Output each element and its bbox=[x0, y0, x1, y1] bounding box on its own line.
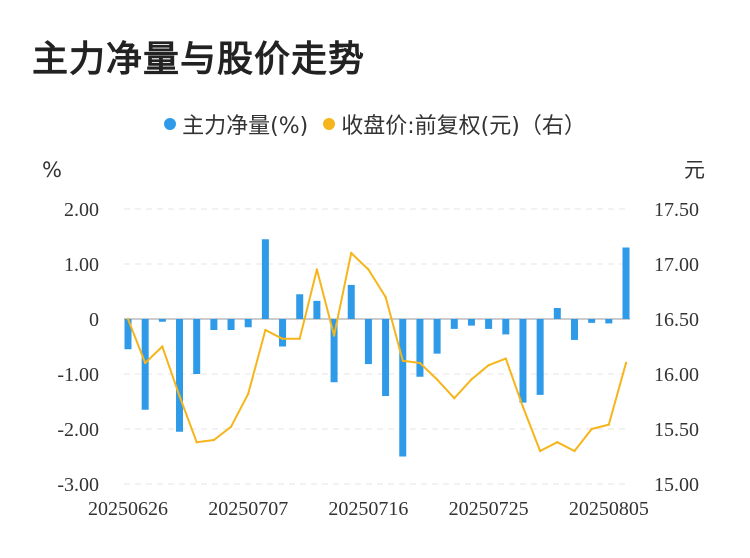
bar[interactable] bbox=[502, 319, 510, 335]
price-point bbox=[350, 251, 353, 255]
bar[interactable] bbox=[450, 319, 458, 329]
bar[interactable] bbox=[622, 247, 630, 320]
price-point bbox=[470, 378, 473, 381]
price-point bbox=[453, 397, 456, 400]
price-point bbox=[264, 328, 267, 332]
legend-label-close-price: 收盘价:前复权(元)（右） bbox=[341, 114, 586, 139]
legend: 主力净量(%) 收盘价:前复权(元)（右） bbox=[0, 108, 750, 140]
left-tick-label: 0 bbox=[89, 309, 99, 331]
x-tick-label: 20250707 bbox=[208, 498, 288, 520]
left-axis-unit: % bbox=[42, 158, 62, 182]
left-tick-label: -2.00 bbox=[57, 419, 99, 441]
price-point bbox=[281, 337, 284, 340]
price-point bbox=[573, 449, 576, 453]
price-point bbox=[538, 449, 542, 453]
bar[interactable] bbox=[210, 319, 218, 330]
left-tick-label: 1.00 bbox=[64, 254, 99, 276]
bar[interactable] bbox=[279, 319, 287, 347]
price-point bbox=[229, 425, 233, 428]
price-line[interactable] bbox=[127, 252, 627, 452]
price-point bbox=[161, 345, 164, 348]
price-point bbox=[590, 427, 593, 431]
bar[interactable] bbox=[433, 319, 441, 354]
right-tick-label: 15.50 bbox=[654, 419, 699, 441]
bar[interactable] bbox=[296, 294, 304, 319]
right-axis-unit: 元 bbox=[684, 158, 705, 182]
price-point bbox=[521, 405, 525, 409]
price-point bbox=[487, 364, 490, 367]
x-tick-label: 20250716 bbox=[328, 498, 408, 520]
grid-lines bbox=[124, 208, 630, 485]
price-point bbox=[624, 361, 628, 365]
bar[interactable] bbox=[176, 319, 184, 432]
price-point bbox=[384, 295, 387, 299]
bar[interactable] bbox=[330, 319, 338, 383]
legend-item-close-price[interactable]: 收盘价:前复权(元)（右） bbox=[323, 108, 586, 140]
bar[interactable] bbox=[553, 308, 561, 319]
price-point bbox=[435, 378, 439, 381]
right-tick-label: 17.50 bbox=[654, 199, 699, 221]
price-point bbox=[332, 334, 336, 337]
bar[interactable] bbox=[399, 319, 407, 457]
bar[interactable] bbox=[605, 319, 613, 324]
right-tick-label: 17.00 bbox=[654, 254, 699, 276]
bar[interactable] bbox=[158, 319, 166, 322]
bar[interactable] bbox=[519, 319, 527, 403]
right-tick-label: 15.00 bbox=[654, 474, 699, 496]
bar[interactable] bbox=[141, 319, 149, 410]
right-tick-label: 16.50 bbox=[654, 309, 699, 331]
x-tick-label: 20250805 bbox=[569, 498, 649, 520]
bar[interactable] bbox=[588, 319, 596, 323]
price-point bbox=[504, 357, 507, 360]
price-point bbox=[247, 392, 250, 395]
bar[interactable] bbox=[313, 300, 321, 319]
price-point bbox=[556, 441, 559, 444]
legend-item-main-net[interactable]: 主力净量(%) bbox=[164, 108, 308, 140]
legend-marker-close-price bbox=[323, 118, 336, 130]
bar[interactable] bbox=[347, 284, 355, 319]
chart-title: 主力净量与股价走势 bbox=[32, 39, 366, 80]
bar[interactable] bbox=[244, 319, 252, 328]
bar[interactable] bbox=[364, 319, 372, 365]
bar[interactable] bbox=[536, 319, 544, 395]
axis-labels: 2.00 17.50 1.00 17.00 0 16.50 -1.00 16.00 -2.00 1… bbox=[57, 199, 699, 520]
price-point bbox=[367, 268, 370, 271]
right-tick-label: 16.00 bbox=[654, 364, 699, 386]
price-point bbox=[212, 438, 216, 442]
price-point bbox=[178, 394, 181, 398]
price-point bbox=[143, 361, 147, 365]
legend-label-main-net: 主力净量(%) bbox=[182, 114, 309, 139]
bar[interactable] bbox=[261, 239, 269, 319]
price-point bbox=[418, 361, 422, 365]
bar[interactable] bbox=[416, 319, 424, 377]
bar[interactable] bbox=[193, 319, 201, 374]
line-series bbox=[126, 251, 628, 453]
price-point bbox=[401, 359, 404, 362]
bar[interactable] bbox=[227, 319, 235, 330]
x-tick-label: 20250626 bbox=[88, 498, 168, 520]
bar-series bbox=[124, 239, 630, 457]
bar[interactable] bbox=[124, 319, 132, 350]
left-tick-label: 2.00 bbox=[64, 199, 99, 221]
bar[interactable] bbox=[570, 319, 578, 340]
bar[interactable] bbox=[485, 319, 493, 329]
price-point bbox=[607, 423, 611, 426]
price-point bbox=[315, 268, 319, 271]
bar[interactable] bbox=[467, 319, 475, 326]
left-tick-label: -1.00 bbox=[57, 364, 99, 386]
price-point bbox=[126, 317, 130, 321]
legend-marker-main-net bbox=[164, 118, 177, 130]
x-tick-label: 20250725 bbox=[449, 498, 529, 520]
price-point bbox=[298, 337, 301, 340]
left-tick-label: -3.00 bbox=[57, 474, 99, 496]
price-point bbox=[195, 441, 198, 444]
bar[interactable] bbox=[382, 319, 390, 396]
